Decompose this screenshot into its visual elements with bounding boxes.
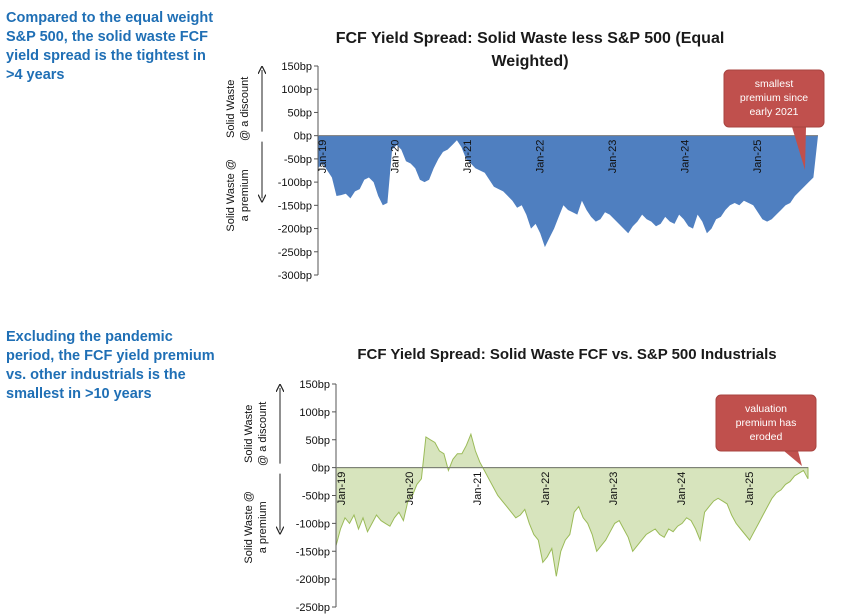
y-tick-label: -150bp [278,200,312,212]
y-tick-label: -50bp [284,154,312,166]
x-tick-label: Jan-22 [540,472,552,506]
y-side-label-line: a premium [257,501,269,553]
y-tick-label: -150bp [296,546,330,558]
chart-solid-waste-vs-sp500-equal-weight: FCF Yield Spread: Solid Waste less S&P 5… [225,30,825,282]
x-tick-label: Jan-24 [676,472,688,506]
callout-box [715,394,817,452]
x-tick-label: Jan-21 [472,472,484,506]
chart-solid-waste-vs-sp500-industrials: FCF Yield Spread: Solid Waste FCF vs. S&… [243,346,817,614]
y-side-label-premium: Solid Waste @ a premium [225,159,251,232]
x-tick-label: Jan-21 [462,140,474,174]
chart-title-line: Weighted) [491,53,568,70]
callout-annotation: valuation premium has eroded [715,394,817,466]
y-side-label-line: Solid Waste [225,80,237,138]
y-tick-label: 100bp [299,407,330,419]
x-tick-label: Jan-24 [680,140,692,174]
callout-pointer [792,127,806,170]
y-tick-label: -100bp [278,177,312,189]
y-tick-label: -50bp [302,491,330,503]
y-side-label-line: @ a discount [257,402,269,466]
callout-box [723,69,825,128]
y-tick-label: 0bp [294,131,312,143]
y-side-label-line: Solid Waste [243,405,255,463]
chart-title: FCF Yield Spread: Solid Waste FCF vs. S&… [357,346,776,363]
callout-text-line: premium has [736,417,797,429]
y-side-label-premium: Solid Waste @ a premium [243,491,269,564]
callout-text-line: valuation [745,403,787,415]
callout-text: valuation premium has eroded [736,403,797,443]
x-tick-label: Jan-25 [752,140,764,174]
y-tick-label: 150bp [281,61,312,73]
x-tick-label: Jan-25 [744,472,756,506]
callout-text-line: smallest [755,78,794,90]
area-series [335,432,809,577]
y-side-label-line: Solid Waste @ [225,159,237,232]
chart-title: FCF Yield Spread: Solid Waste less S&P 5… [336,30,725,70]
x-tick-label: Jan-19 [317,140,329,174]
callout-pointer [784,451,802,466]
x-tick-label: Jan-23 [607,140,619,174]
y-tick-label: 0bp [312,463,330,475]
y-side-label-line: a premium [239,169,251,221]
y-tick-label: 50bp [288,107,312,119]
x-tick-label: Jan-23 [608,472,620,506]
y-tick-label: 150bp [299,379,330,391]
y-tick-label: 100bp [281,84,312,96]
y-side-label-line: Solid Waste @ [243,491,255,564]
x-tick-label: Jan-19 [336,472,348,506]
callout-text-line: premium since [740,92,808,104]
callout-annotation: smallest premium since early 2021 [723,69,825,170]
callout-text-line: early 2021 [749,106,798,118]
callout-text: smallest premium since early 2021 [740,78,808,118]
x-tick-label: Jan-22 [535,140,547,174]
y-tick-label: -200bp [296,574,330,586]
y-tick-label: -200bp [278,224,312,236]
callout-text-line: eroded [750,431,783,443]
chart-title-line: FCF Yield Spread: Solid Waste less S&P 5… [336,30,725,47]
y-tick-label: -250bp [278,247,312,259]
y-side-label-discount: Solid Waste @ a discount [243,402,269,466]
y-tick-label: -100bp [296,518,330,530]
y-tick-label: 50bp [306,435,330,447]
y-side-label-discount: Solid Waste @ a discount [225,77,251,141]
commentary-note-top: Compared to the equal weight S&P 500, th… [6,10,214,83]
chart-title-line: FCF Yield Spread: Solid Waste FCF vs. S&… [357,346,776,363]
commentary-note-bottom: Excluding the pandemic period, the FCF y… [6,329,215,402]
y-tick-label: -300bp [278,270,312,282]
x-tick-label: Jan-20 [390,140,402,174]
area-series [318,135,818,248]
y-tick-label: -250bp [296,602,330,614]
y-side-label-line: @ a discount [239,77,251,141]
x-tick-label: Jan-20 [404,472,416,506]
